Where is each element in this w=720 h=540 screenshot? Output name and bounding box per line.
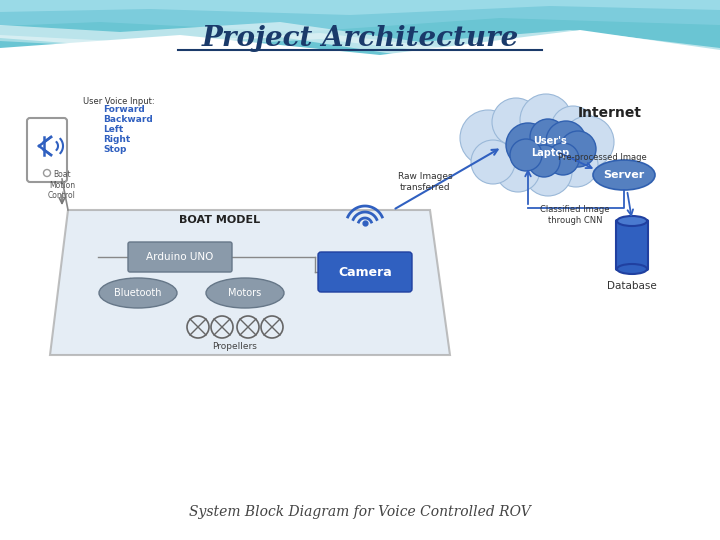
FancyBboxPatch shape <box>318 252 412 292</box>
Polygon shape <box>0 33 720 57</box>
Circle shape <box>496 148 540 192</box>
Text: Internet: Internet <box>578 106 642 120</box>
Text: Forward: Forward <box>103 105 145 114</box>
Text: Bluetooth: Bluetooth <box>114 288 162 298</box>
Ellipse shape <box>593 160 655 190</box>
Text: Arduino UNO: Arduino UNO <box>146 252 214 262</box>
Polygon shape <box>0 22 720 60</box>
Circle shape <box>460 110 516 166</box>
Text: Classified Image
through CNN: Classified Image through CNN <box>540 205 610 225</box>
Ellipse shape <box>99 278 177 308</box>
Text: Propellers: Propellers <box>212 342 258 351</box>
Circle shape <box>506 123 550 167</box>
Ellipse shape <box>206 278 284 308</box>
Circle shape <box>560 131 596 167</box>
Text: Raw Images
transferred: Raw Images transferred <box>397 172 452 192</box>
Text: Database: Database <box>607 281 657 291</box>
Polygon shape <box>0 0 720 32</box>
Circle shape <box>546 121 586 161</box>
Circle shape <box>530 119 566 155</box>
Text: User Voice Input:: User Voice Input: <box>83 98 155 106</box>
Text: Server: Server <box>603 170 644 180</box>
Polygon shape <box>0 0 720 15</box>
Circle shape <box>554 143 598 187</box>
Text: BOAT MODEL: BOAT MODEL <box>179 215 261 225</box>
Circle shape <box>492 98 540 146</box>
Circle shape <box>528 145 560 177</box>
Text: Right: Right <box>103 136 130 145</box>
Text: Boat
Motion
Control: Boat Motion Control <box>48 170 76 200</box>
FancyBboxPatch shape <box>616 220 648 270</box>
FancyBboxPatch shape <box>27 118 67 182</box>
FancyBboxPatch shape <box>128 242 232 272</box>
Circle shape <box>520 94 572 146</box>
Text: Pre-processed Image: Pre-processed Image <box>557 152 647 161</box>
Circle shape <box>524 148 572 196</box>
Text: Backward: Backward <box>103 116 153 125</box>
Text: Camera: Camera <box>338 266 392 279</box>
Text: User's
Laptop: User's Laptop <box>531 136 569 158</box>
Circle shape <box>471 140 515 184</box>
Circle shape <box>510 139 542 171</box>
Text: Left: Left <box>103 125 123 134</box>
Text: Stop: Stop <box>103 145 127 154</box>
Polygon shape <box>50 210 450 355</box>
Circle shape <box>547 143 579 175</box>
Ellipse shape <box>617 264 647 274</box>
Circle shape <box>562 116 614 168</box>
Circle shape <box>551 106 595 150</box>
Text: Motors: Motors <box>228 288 261 298</box>
Text: System Block Diagram for Voice Controlled ROV: System Block Diagram for Voice Controlle… <box>189 505 531 519</box>
Text: Project Architecture: Project Architecture <box>202 24 518 51</box>
Ellipse shape <box>617 216 647 226</box>
Polygon shape <box>0 0 720 55</box>
